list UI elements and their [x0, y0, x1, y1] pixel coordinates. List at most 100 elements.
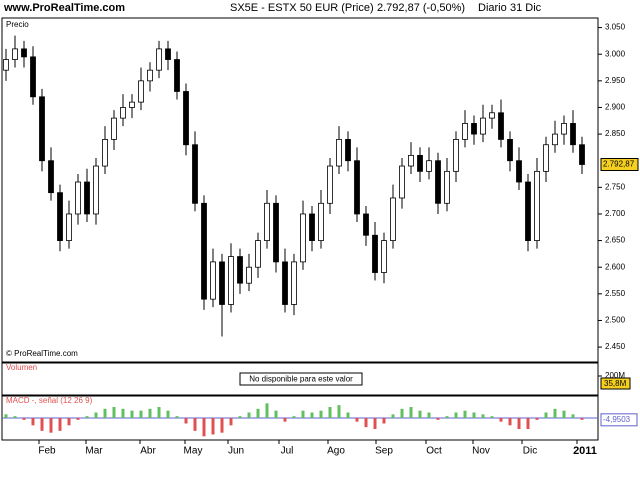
macd-bar	[364, 418, 368, 428]
candle-body	[291, 261, 297, 305]
macd-bar	[580, 418, 584, 420]
candle-body	[552, 133, 558, 146]
y-tick-label: 2.500	[605, 316, 626, 325]
volume-tick-label: 200M	[605, 371, 625, 380]
macd-bar	[157, 407, 161, 418]
macd-bar	[103, 408, 107, 418]
candle-body	[12, 48, 18, 60]
y-tick-label: 2.900	[605, 103, 626, 112]
y-tick-label: 2.550	[605, 289, 626, 298]
candle-body	[471, 123, 477, 135]
candle-body	[381, 240, 387, 273]
volume-current-label: 35,8M	[604, 379, 627, 388]
candle-body	[489, 112, 495, 119]
candle-body	[444, 170, 450, 204]
x-tick-label: Sep	[375, 446, 393, 457]
candle-body	[336, 139, 342, 167]
candle-body	[363, 213, 369, 236]
x-tick-label: Nov	[472, 446, 490, 457]
candle-body	[228, 256, 234, 305]
candle-body	[534, 170, 540, 241]
y-tick-label: 2.700	[605, 209, 626, 218]
y-tick-label: 3.050	[605, 23, 626, 32]
candle-body	[174, 59, 180, 92]
x-tick-label: 2011	[573, 445, 597, 457]
macd-bar	[211, 418, 215, 435]
macd-bar	[463, 410, 467, 418]
site: www.ProRealTime.com	[3, 2, 125, 14]
macd-bar	[13, 416, 17, 418]
candle-body	[219, 261, 225, 305]
macd-bar	[508, 418, 512, 426]
macd-bar	[4, 414, 8, 418]
candle-body	[21, 48, 27, 58]
macd-bar	[535, 418, 539, 420]
x-tick-label: May	[184, 446, 203, 457]
macd-bar	[319, 410, 323, 418]
candle-body	[480, 117, 486, 135]
macd-bar	[292, 416, 296, 418]
x-tick-label: Dic	[523, 446, 537, 457]
candle-body	[525, 181, 531, 241]
y-tick-label: 2.600	[605, 262, 626, 271]
candle-body	[390, 197, 396, 241]
macd-bar	[31, 418, 35, 426]
macd-bar	[148, 408, 152, 418]
macd-bar	[184, 418, 188, 424]
macd-bar	[22, 418, 26, 420]
volume-message: No disponible para este valor	[249, 375, 353, 384]
candle-body	[318, 202, 324, 241]
macd-bar	[553, 408, 557, 418]
macd-bar	[481, 414, 485, 418]
macd-bar	[175, 416, 179, 418]
candle-body	[408, 154, 414, 167]
y-tick-label: 2.950	[605, 76, 626, 85]
macd-current-label: -4,9503	[603, 415, 631, 424]
macd-bar	[409, 407, 413, 418]
macd-bar	[472, 412, 476, 418]
macd-bar	[418, 410, 422, 418]
macd-bar	[328, 407, 332, 418]
macd-bar	[391, 414, 395, 418]
candle-body	[561, 123, 567, 135]
y-tick-label: 2.650	[605, 236, 626, 245]
x-tick-label: Ago	[327, 446, 345, 457]
candle-body	[3, 59, 9, 71]
candle-body	[57, 192, 63, 241]
macd-bar	[247, 412, 251, 418]
x-tick-label: Jul	[281, 446, 294, 457]
macd-bar	[202, 418, 206, 437]
macd-bar	[67, 418, 71, 426]
x-tick-label: Feb	[38, 446, 56, 457]
candle-body	[309, 213, 315, 241]
candle-body	[246, 266, 252, 284]
message-box	[239, 372, 363, 386]
candle-body	[507, 139, 513, 162]
candle-body	[156, 48, 162, 71]
candle-body	[147, 69, 153, 82]
candle-body	[453, 139, 459, 172]
macd-bar	[139, 410, 143, 418]
macd-bar	[49, 418, 53, 433]
macd-bar	[310, 412, 314, 418]
candle-body	[66, 213, 72, 241]
candle-body	[255, 240, 261, 268]
macd-bar	[445, 416, 449, 418]
macd-bar	[130, 410, 134, 418]
macd-bar	[427, 412, 431, 418]
volume-label: Volumen	[6, 363, 37, 372]
y-tick-label: 3.000	[605, 49, 626, 58]
macd-bar	[337, 405, 341, 418]
macd-bar	[265, 403, 269, 418]
current-price-label: 2.792,87	[603, 160, 635, 169]
macd-bar	[400, 408, 404, 418]
macd-bar	[382, 418, 386, 424]
x-tick-label: Jun	[228, 446, 244, 457]
volume-panel	[1, 362, 599, 396]
macd-bar	[238, 416, 242, 418]
candle-body	[264, 202, 270, 241]
macd-bar	[526, 418, 530, 429]
current-price-box	[600, 158, 639, 172]
candle-body	[111, 117, 117, 140]
